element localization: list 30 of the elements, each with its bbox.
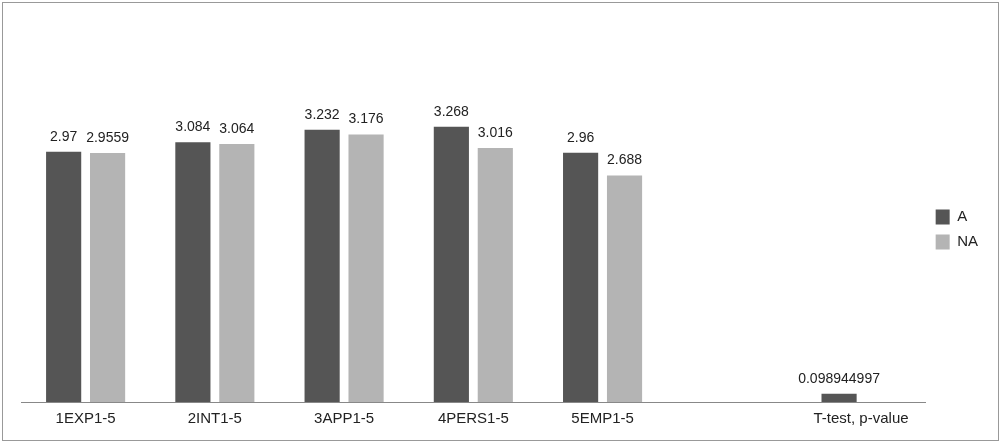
bar — [219, 143, 255, 402]
data-label: 2.96 — [566, 128, 595, 145]
bar — [304, 129, 340, 402]
x-tick-label: 2INT1-5 — [187, 409, 242, 427]
x-tick-label: 3APP1-5 — [314, 409, 375, 427]
data-label: 3.268 — [433, 102, 470, 119]
bar — [46, 151, 82, 402]
bar — [606, 175, 643, 402]
bar — [348, 134, 384, 402]
x-tick-label: 1EXP1-5 — [55, 409, 116, 427]
data-label: 3.016 — [477, 123, 514, 140]
bar — [477, 147, 513, 402]
x-tick-label: 5EMP1-5 — [571, 409, 634, 427]
bar — [90, 153, 126, 402]
legend-label: NA — [957, 232, 979, 250]
data-label: 3.064 — [219, 119, 255, 136]
data-label: 0.098944997 — [798, 369, 881, 386]
bar — [563, 152, 599, 402]
data-label: 2.688 — [607, 151, 643, 168]
x-tick-label: T-test, p-value — [813, 409, 909, 427]
x-tick-label: 4PERS1-5 — [437, 409, 509, 427]
data-label: 3.232 — [304, 105, 340, 122]
data-label: 3.084 — [175, 118, 211, 135]
bar — [821, 393, 857, 402]
bar — [175, 142, 211, 402]
data-label: 3.176 — [348, 110, 384, 127]
data-label: 2.9559 — [86, 128, 130, 145]
data-label: 2.97 — [50, 127, 78, 144]
bar — [433, 126, 469, 402]
legend-label: A — [957, 207, 968, 225]
